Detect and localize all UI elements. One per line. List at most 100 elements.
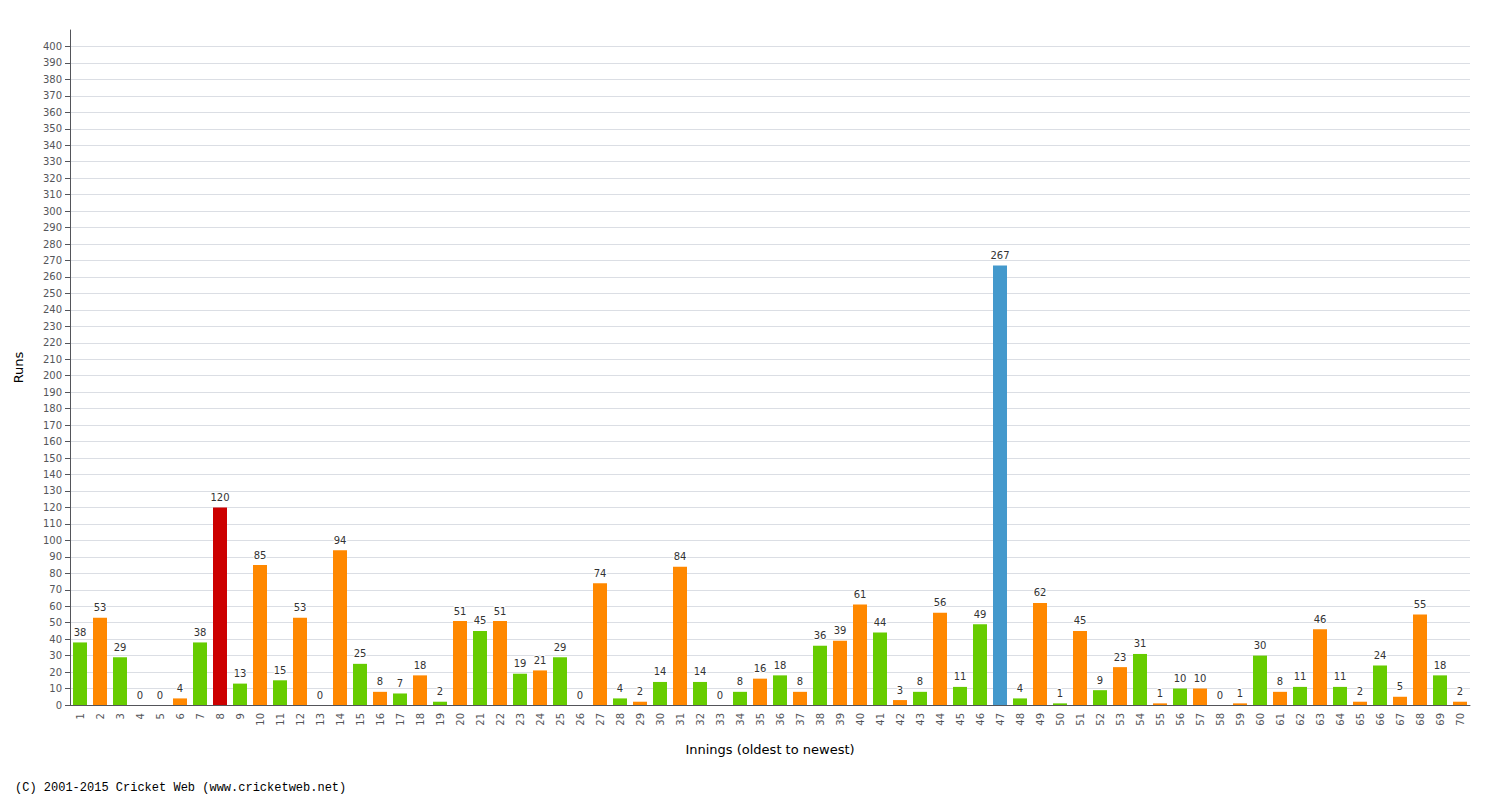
svg-text:3: 3: [897, 685, 903, 696]
svg-text:56: 56: [1175, 713, 1186, 726]
svg-text:Innings (oldest to newest): Innings (oldest to newest): [685, 742, 854, 757]
svg-text:50: 50: [49, 617, 62, 628]
svg-text:90: 90: [49, 551, 62, 562]
svg-text:18: 18: [414, 660, 427, 671]
svg-text:12: 12: [295, 713, 306, 726]
svg-text:1: 1: [1237, 688, 1243, 699]
svg-text:0: 0: [577, 690, 583, 701]
svg-text:180: 180: [43, 403, 62, 414]
svg-text:74: 74: [594, 568, 607, 579]
svg-text:35: 35: [755, 713, 766, 726]
svg-text:38: 38: [194, 627, 207, 638]
svg-text:84: 84: [674, 551, 687, 562]
svg-text:120: 120: [43, 502, 62, 513]
svg-text:30: 30: [49, 650, 62, 661]
svg-text:15: 15: [274, 665, 287, 676]
svg-text:Runs: Runs: [11, 351, 26, 383]
svg-text:62: 62: [1295, 713, 1306, 726]
svg-text:69: 69: [1435, 713, 1446, 726]
svg-text:52: 52: [1095, 713, 1106, 726]
svg-text:380: 380: [43, 74, 62, 85]
svg-text:220: 220: [43, 337, 62, 348]
svg-text:0: 0: [317, 690, 323, 701]
svg-text:320: 320: [43, 173, 62, 184]
svg-text:120: 120: [210, 492, 229, 503]
svg-text:38: 38: [815, 713, 826, 726]
svg-text:30: 30: [655, 713, 666, 726]
svg-text:16: 16: [375, 713, 386, 726]
svg-text:330: 330: [43, 156, 62, 167]
svg-text:36: 36: [814, 630, 827, 641]
svg-text:8: 8: [917, 676, 923, 687]
svg-text:62: 62: [1034, 587, 1047, 598]
svg-text:210: 210: [43, 354, 62, 365]
svg-text:2: 2: [1357, 686, 1363, 697]
svg-text:340: 340: [43, 140, 62, 151]
svg-text:61: 61: [1275, 713, 1286, 726]
svg-text:20: 20: [49, 667, 62, 678]
svg-text:31: 31: [675, 713, 686, 726]
svg-text:60: 60: [49, 601, 62, 612]
svg-text:190: 190: [43, 387, 62, 398]
svg-text:4: 4: [617, 683, 623, 694]
svg-text:24: 24: [1374, 650, 1387, 661]
svg-text:15: 15: [355, 713, 366, 726]
svg-text:160: 160: [43, 436, 62, 447]
svg-text:19: 19: [514, 658, 527, 669]
svg-text:24: 24: [535, 713, 546, 726]
svg-text:11: 11: [1334, 671, 1347, 682]
svg-text:68: 68: [1415, 713, 1426, 726]
svg-text:280: 280: [43, 239, 62, 250]
svg-text:0: 0: [717, 690, 723, 701]
svg-text:70: 70: [1455, 713, 1466, 726]
svg-text:370: 370: [43, 90, 62, 101]
svg-text:59: 59: [1235, 713, 1246, 726]
svg-text:51: 51: [454, 606, 467, 617]
svg-text:28: 28: [615, 713, 626, 726]
svg-text:58: 58: [1215, 713, 1226, 726]
svg-text:44: 44: [874, 617, 887, 628]
svg-text:300: 300: [43, 206, 62, 217]
svg-text:18: 18: [1434, 660, 1447, 671]
svg-text:45: 45: [955, 713, 966, 726]
svg-text:49: 49: [974, 609, 987, 620]
svg-text:20: 20: [455, 713, 466, 726]
svg-text:0: 0: [56, 700, 62, 711]
svg-text:1: 1: [1157, 688, 1163, 699]
svg-text:57: 57: [1195, 713, 1206, 726]
svg-text:14: 14: [335, 713, 346, 726]
svg-text:0: 0: [137, 690, 143, 701]
svg-text:9: 9: [1097, 675, 1103, 686]
svg-text:45: 45: [1074, 615, 1087, 626]
svg-text:11: 11: [954, 671, 967, 682]
svg-text:45: 45: [474, 615, 487, 626]
svg-text:17: 17: [395, 713, 406, 726]
svg-text:18: 18: [774, 660, 787, 671]
svg-text:55: 55: [1414, 599, 1427, 610]
svg-text:10: 10: [1174, 673, 1187, 684]
svg-text:170: 170: [43, 420, 62, 431]
svg-text:6: 6: [175, 713, 186, 719]
svg-text:2: 2: [637, 686, 643, 697]
svg-text:21: 21: [475, 713, 486, 726]
svg-text:53: 53: [1115, 713, 1126, 726]
svg-text:(C) 2001-2015 Cricket Web (www: (C) 2001-2015 Cricket Web (www.cricketwe…: [15, 781, 346, 795]
svg-text:50: 50: [1055, 713, 1066, 726]
svg-text:22: 22: [495, 713, 506, 726]
svg-text:53: 53: [294, 602, 307, 613]
svg-text:4: 4: [1017, 683, 1023, 694]
svg-text:21: 21: [534, 655, 547, 666]
svg-text:11: 11: [275, 713, 286, 726]
svg-text:1: 1: [1057, 688, 1063, 699]
svg-text:23: 23: [1114, 652, 1127, 663]
svg-text:267: 267: [990, 250, 1009, 261]
svg-text:13: 13: [315, 713, 326, 726]
svg-text:70: 70: [49, 584, 62, 595]
svg-text:8: 8: [737, 676, 743, 687]
svg-text:85: 85: [254, 550, 267, 561]
svg-text:25: 25: [555, 713, 566, 726]
svg-text:47: 47: [995, 713, 1006, 726]
svg-text:13: 13: [234, 668, 247, 679]
svg-text:350: 350: [43, 123, 62, 134]
svg-text:230: 230: [43, 321, 62, 332]
